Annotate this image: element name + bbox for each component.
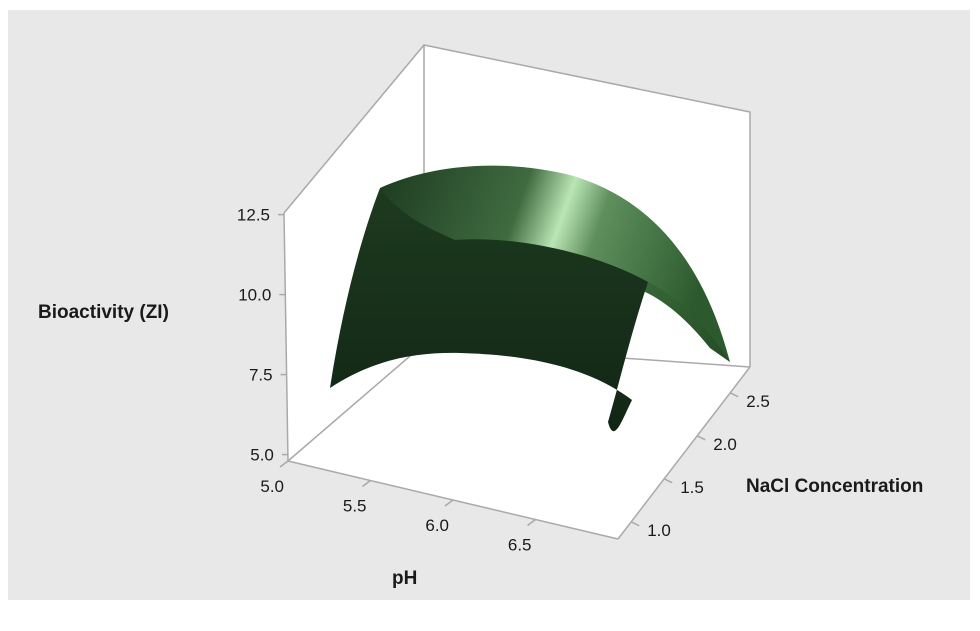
x-tick-mark: [279, 460, 289, 468]
y-tick-mark: [729, 392, 739, 398]
x-tick-mark: [444, 499, 454, 507]
y-tick-label: 2.5: [746, 392, 770, 411]
y-tick-mark: [630, 521, 640, 527]
x-tick-label: 5.5: [343, 497, 367, 516]
y-tick-label: 2.0: [713, 435, 737, 454]
z-tick-label: 12.5: [237, 206, 270, 225]
y-axis-title: NaCl Concentration: [746, 476, 923, 497]
x-tick-label: 6.5: [508, 536, 532, 555]
z-tick-label: 7.5: [249, 366, 273, 385]
x-tick-label: 5.0: [260, 477, 284, 496]
y-tick-label: 1.0: [647, 521, 671, 540]
y-axis-ticks: 1.0 1.5 2.0 2.5: [630, 392, 770, 540]
y-tick-mark: [696, 435, 706, 441]
y-tick-mark: [663, 478, 673, 484]
z-axis-ticks: 5.0 7.5 10.0 12.5: [237, 206, 288, 465]
response-surface: [330, 165, 730, 432]
y-tick-label: 1.5: [680, 478, 704, 497]
x-tick-mark: [527, 518, 536, 527]
x-axis-title: pH: [392, 568, 417, 589]
x-tick-label: 6.0: [425, 516, 449, 535]
surface-front: [330, 188, 648, 432]
x-axis-ticks: 5.0 5.5 6.0 6.5: [260, 460, 536, 555]
surface-top: [380, 165, 730, 362]
z-tick-label: 5.0: [250, 446, 274, 465]
z-tick-label: 10.0: [238, 286, 271, 305]
x-tick-mark: [362, 479, 371, 488]
surface-side-right: [625, 282, 730, 362]
floor-plane: [288, 344, 750, 539]
z-axis-title: Bioactivity (ZI): [38, 302, 169, 323]
